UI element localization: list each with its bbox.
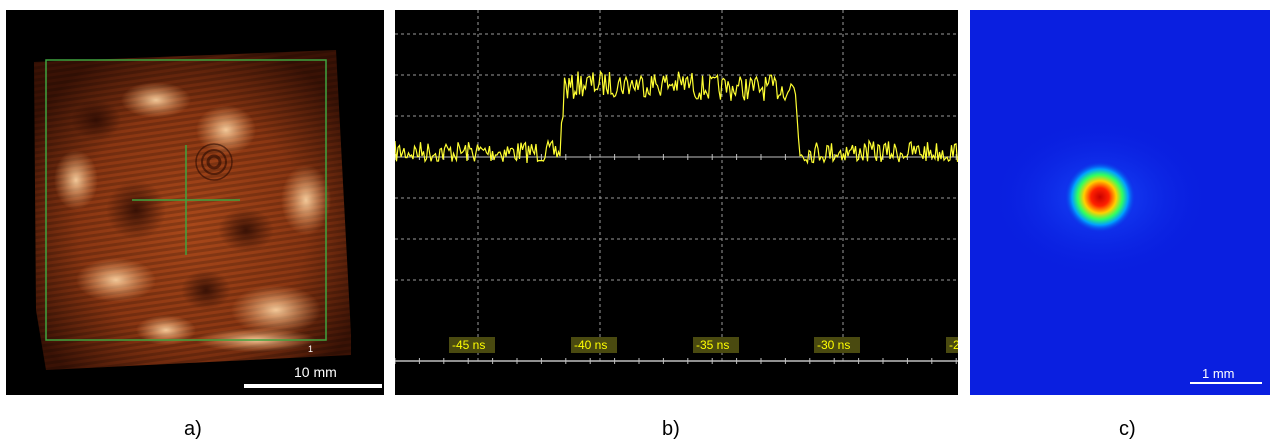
- time-label-background: [571, 337, 617, 353]
- time-label: -2: [949, 338, 958, 352]
- signal-trace: [395, 70, 958, 165]
- time-label-background: [693, 337, 739, 353]
- crosshair: [132, 145, 240, 255]
- time-label: -35 ns: [696, 338, 729, 352]
- time-label: -45 ns: [452, 338, 485, 352]
- oscilloscope-screen: -45 ns -40 ns -35 ns -30 ns -2: [395, 10, 958, 395]
- scale-bar: [244, 384, 382, 388]
- scale-bar: [1190, 382, 1262, 384]
- scale-bar-label: 1 mm: [1202, 366, 1235, 381]
- time-label-background: [946, 337, 958, 353]
- diffraction-rings: [195, 143, 233, 181]
- time-axis-labels: -45 ns -40 ns -35 ns -30 ns -2: [449, 337, 958, 353]
- time-label-background: [449, 337, 495, 353]
- time-label: -40 ns: [574, 338, 607, 352]
- focal-spot-image: 1 mm: [970, 10, 1270, 395]
- caption-b: b): [662, 418, 680, 440]
- marker-label: 1: [308, 344, 313, 354]
- roi-rectangle: [45, 59, 327, 341]
- beam-profile-image: 1 10 mm: [6, 10, 384, 395]
- focal-spot: [1064, 161, 1136, 233]
- caption-c: c): [1119, 418, 1136, 440]
- time-label: -30 ns: [817, 338, 850, 352]
- oscilloscope-svg: -45 ns -40 ns -35 ns -30 ns -2: [395, 10, 958, 364]
- scale-bar-label: 10 mm: [294, 364, 337, 380]
- beam-profile-svg: 1 10 mm: [34, 50, 382, 388]
- focal-spot-svg: 1 mm: [970, 10, 1270, 395]
- time-label-background: [814, 337, 860, 353]
- caption-a: a): [184, 418, 202, 440]
- oscilloscope-grid: [395, 10, 958, 364]
